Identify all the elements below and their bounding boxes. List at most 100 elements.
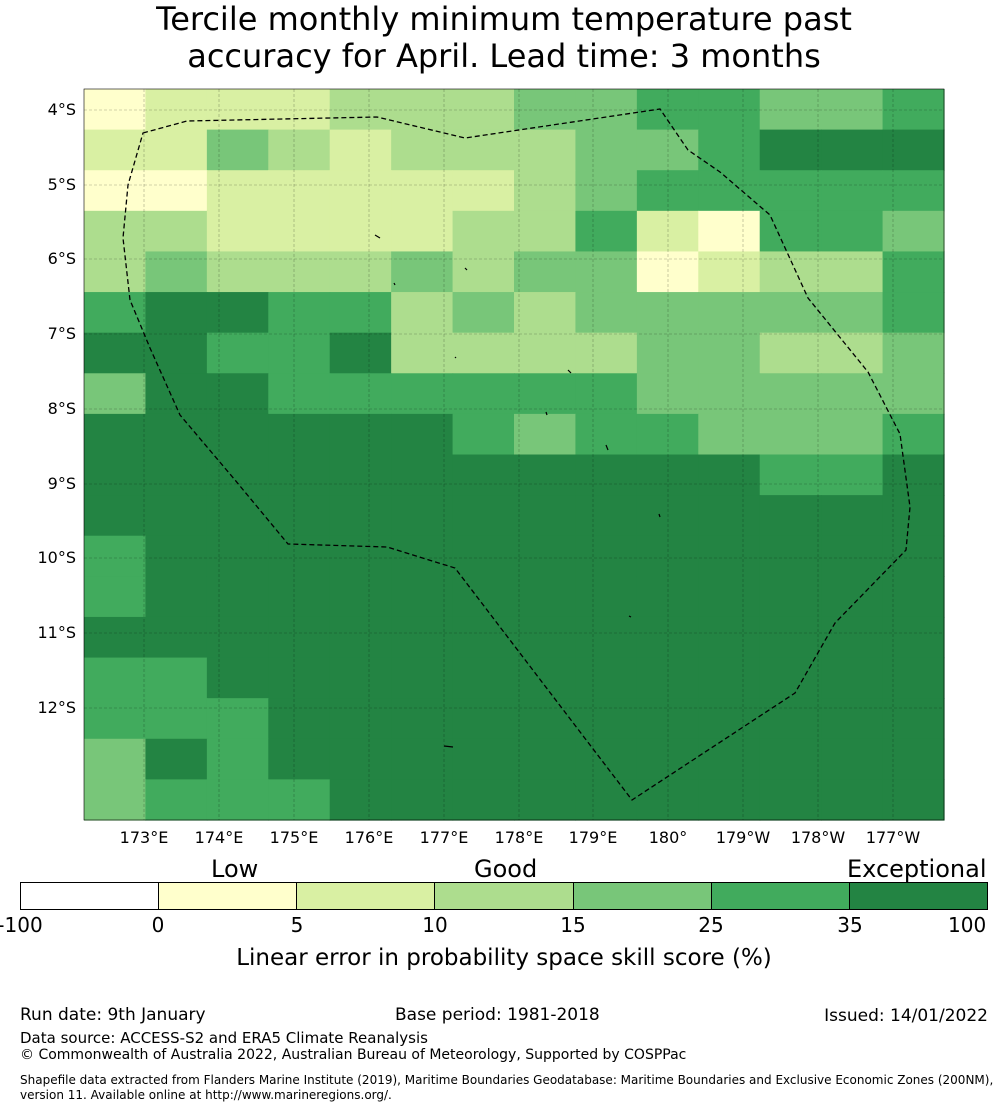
skill-cell <box>145 657 208 699</box>
colorbar-tick: 35 <box>837 913 863 937</box>
skill-cell <box>145 698 208 740</box>
skill-cell <box>452 89 515 131</box>
skill-cell <box>514 332 577 374</box>
skill-cell <box>329 413 392 456</box>
data-source: Data source: ACCESS-S2 and ERA5 Climate … <box>20 1029 428 1047</box>
skill-cell <box>329 129 392 171</box>
skill-cell <box>391 535 454 577</box>
skill-cell <box>636 332 699 374</box>
legend-category-good: Good <box>474 855 538 883</box>
skill-cell <box>145 779 208 821</box>
lon-label-178w: 178°W <box>790 828 846 847</box>
skill-cell <box>698 170 761 212</box>
lat-label-8s: 8°S <box>47 399 76 418</box>
skill-cell <box>452 292 515 334</box>
skill-cell <box>329 738 392 780</box>
skill-cell <box>145 170 208 212</box>
skill-cell <box>759 89 822 131</box>
skill-cell <box>84 332 147 374</box>
colorbar-tick: 0 <box>151 913 165 937</box>
skill-cell <box>268 698 331 740</box>
skill-cell <box>268 495 331 537</box>
skill-cell <box>575 535 638 577</box>
skill-cell <box>206 454 269 496</box>
colorbar-segment <box>435 883 574 909</box>
skill-cell <box>391 251 454 293</box>
skill-cell <box>84 454 147 496</box>
skill-cell <box>882 616 945 659</box>
skill-cell <box>821 292 884 334</box>
colorbar-tick: 10 <box>422 913 448 937</box>
lon-label-177w: 177°W <box>865 828 921 847</box>
skill-cell <box>636 616 699 659</box>
skill-cell <box>636 210 699 253</box>
skill-cell <box>636 738 699 780</box>
skill-cell <box>821 535 884 577</box>
skill-cell <box>329 495 392 537</box>
skill-cell <box>206 698 269 740</box>
skill-cell <box>329 779 392 821</box>
skill-cell <box>391 576 454 618</box>
skill-cell <box>452 332 515 374</box>
skill-cell <box>575 373 638 415</box>
colorbar-tick: 15 <box>560 913 586 937</box>
skill-cell <box>882 657 945 699</box>
colorbar-segment <box>711 883 850 909</box>
skill-cell <box>759 413 822 456</box>
skill-cell <box>145 251 208 293</box>
skill-cell <box>268 373 331 415</box>
skill-cell <box>759 373 822 415</box>
skill-cell <box>452 779 515 821</box>
skill-cell <box>329 332 392 374</box>
skill-cell <box>882 210 945 253</box>
skill-cell <box>268 616 331 659</box>
colorbar-segment <box>849 883 987 909</box>
skill-cell <box>206 332 269 374</box>
skill-cell <box>698 129 761 171</box>
skill-cell <box>391 413 454 456</box>
skill-cell <box>268 292 331 334</box>
skill-cell <box>575 251 638 293</box>
skill-cell <box>821 251 884 293</box>
skill-cell <box>206 576 269 618</box>
skill-cell <box>575 210 638 253</box>
skill-cell <box>329 535 392 577</box>
skill-cell <box>84 779 147 821</box>
skill-cell <box>575 89 638 131</box>
skill-cell <box>698 413 761 456</box>
skill-cell <box>575 332 638 374</box>
skill-cell <box>206 495 269 537</box>
skill-cell <box>145 292 208 334</box>
colorbar-tick: 25 <box>698 913 724 937</box>
skill-cell <box>821 495 884 537</box>
skill-cell <box>698 373 761 415</box>
lat-label-12s: 12°S <box>37 698 76 717</box>
skill-cell <box>882 779 945 821</box>
skill-cell <box>268 251 331 293</box>
colorbar-tick: -100 <box>0 913 43 937</box>
skill-cell <box>759 251 822 293</box>
skill-cell <box>514 373 577 415</box>
skill-cell <box>268 332 331 374</box>
skill-cell <box>391 292 454 334</box>
skill-cell <box>268 210 331 253</box>
skill-cell <box>698 454 761 496</box>
skill-cell <box>84 251 147 293</box>
skill-cell <box>636 535 699 577</box>
skill-cell <box>759 292 822 334</box>
colorbar-axis-label: Linear error in probability space skill … <box>236 945 772 971</box>
skill-cell <box>698 292 761 334</box>
skill-cell <box>698 779 761 821</box>
skill-cell <box>452 454 515 496</box>
skill-cell <box>391 698 454 740</box>
skill-cell <box>575 779 638 821</box>
skill-cell <box>759 779 822 821</box>
skill-cell <box>145 129 208 171</box>
skill-cell <box>391 170 454 212</box>
skill-cell <box>84 210 147 253</box>
skill-cell <box>329 698 392 740</box>
skill-cell <box>759 129 822 171</box>
skill-cell <box>206 779 269 821</box>
colorbar-segment <box>159 883 298 909</box>
skill-cell <box>329 576 392 618</box>
